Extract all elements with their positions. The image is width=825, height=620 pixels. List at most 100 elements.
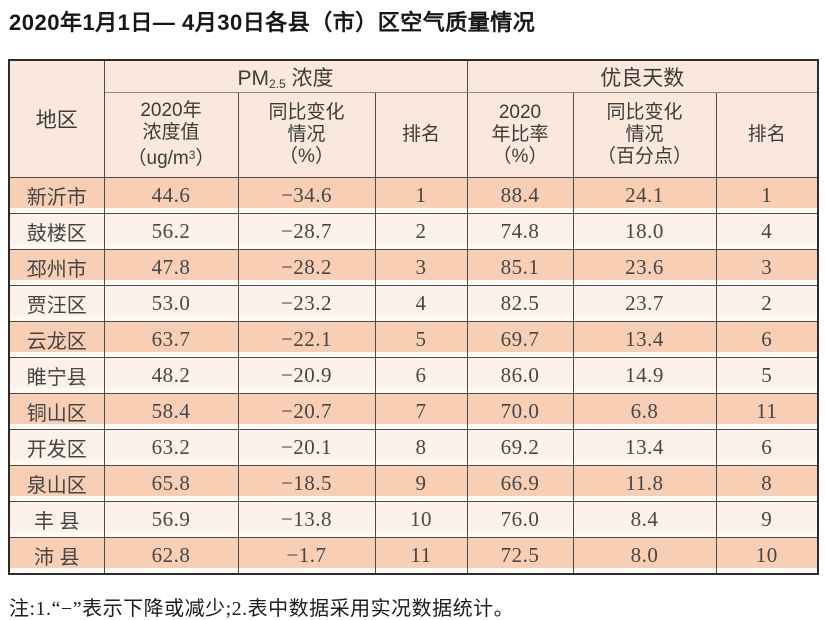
cell-good-change: 23.6 bbox=[572, 249, 717, 286]
cell-good-ratio: 72.5 bbox=[466, 537, 574, 575]
cell-good-change: 23.7 bbox=[572, 285, 717, 322]
cell-pm25-rank: 5 bbox=[374, 321, 468, 358]
cell-pm25-change: −22.1 bbox=[237, 321, 376, 358]
cell-region: 云龙区 bbox=[8, 321, 105, 358]
cell-good-change: 6.8 bbox=[572, 393, 717, 430]
cell-good-rank: 6 bbox=[715, 321, 819, 358]
cell-pm25-change: −20.7 bbox=[237, 393, 376, 430]
table-row: 新沂市 44.6 −34.6 1 88.4 24.1 1 bbox=[8, 177, 819, 214]
cell-good-ratio: 88.4 bbox=[466, 177, 574, 214]
cell-good-change: 11.8 bbox=[572, 465, 717, 502]
cell-good-ratio: 74.8 bbox=[466, 213, 574, 250]
cell-good-rank: 3 bbox=[715, 249, 819, 286]
air-quality-table: 地区 PM2.5 浓度 优良天数 2020年 浓度值 （ug/m3） 同比变化 … bbox=[8, 59, 819, 575]
cell-good-rank: 10 bbox=[715, 537, 819, 575]
table-row: 鼓楼区 56.2 −28.7 2 74.8 18.0 4 bbox=[8, 213, 819, 250]
cell-good-change: 8.4 bbox=[572, 501, 717, 538]
cell-region: 开发区 bbox=[8, 429, 105, 466]
cell-good-rank: 8 bbox=[715, 465, 819, 502]
cell-good-change: 13.4 bbox=[572, 429, 717, 466]
unit-superscript: 3 bbox=[188, 148, 196, 162]
cell-pm25-conc: 63.7 bbox=[103, 321, 239, 358]
cell-good-ratio: 69.7 bbox=[466, 321, 574, 358]
table-row: 云龙区 63.7 −22.1 5 69.7 13.4 6 bbox=[8, 321, 819, 358]
col-header-good-ratio: 2020 年比率 （%） bbox=[466, 92, 574, 178]
pm25-label-pre: PM bbox=[237, 66, 269, 90]
cell-pm25-conc: 65.8 bbox=[103, 465, 239, 502]
cell-pm25-rank: 3 bbox=[374, 249, 468, 286]
cell-pm25-conc: 53.0 bbox=[103, 285, 239, 322]
cell-region: 泉山区 bbox=[8, 465, 105, 502]
concentration-header-line1: 2020年 bbox=[140, 100, 202, 121]
header-group-row: 地区 PM2.5 浓度 优良天数 bbox=[8, 59, 819, 178]
col-group-pm25: PM2.5 浓度 bbox=[103, 59, 468, 93]
col-group-good-days: 优良天数 bbox=[466, 59, 819, 93]
cell-pm25-change: −34.6 bbox=[237, 177, 376, 214]
cell-pm25-change: −13.8 bbox=[237, 501, 376, 538]
cell-pm25-change: −28.2 bbox=[237, 249, 376, 286]
table-row: 开发区 63.2 −20.1 8 69.2 13.4 6 bbox=[8, 429, 819, 466]
cell-good-change: 24.1 bbox=[572, 177, 717, 214]
cell-pm25-conc: 56.9 bbox=[103, 501, 239, 538]
pm25-subscript: 2.5 bbox=[268, 76, 286, 91]
cell-good-rank: 4 bbox=[715, 213, 819, 250]
cell-good-ratio: 86.0 bbox=[466, 357, 574, 394]
concentration-header-line2: 浓度值 bbox=[142, 122, 200, 143]
header-sub-row: 2020年 浓度值 （ug/m3） 同比变化 情况 （%） 排名 2020 年比… bbox=[9, 92, 819, 178]
cell-region: 邳州市 bbox=[8, 249, 105, 286]
cell-pm25-change: −20.9 bbox=[237, 357, 376, 394]
cell-pm25-conc: 47.8 bbox=[103, 249, 239, 286]
cell-pm25-conc: 48.2 bbox=[103, 357, 239, 394]
table-row: 贾汪区 53.0 −23.2 4 82.5 23.7 2 bbox=[8, 285, 819, 322]
cell-region: 铜山区 bbox=[8, 393, 105, 430]
cell-pm25-conc: 56.2 bbox=[103, 213, 239, 250]
cell-good-rank: 2 bbox=[715, 285, 819, 322]
cell-good-ratio: 66.9 bbox=[466, 465, 574, 502]
cell-pm25-rank: 7 bbox=[374, 393, 468, 430]
cell-pm25-rank: 10 bbox=[374, 501, 468, 538]
cell-pm25-change: −18.5 bbox=[237, 465, 376, 502]
cell-pm25-change: −23.2 bbox=[237, 285, 376, 322]
pm25-label-post: 浓度 bbox=[285, 66, 334, 90]
cell-good-ratio: 69.2 bbox=[466, 429, 574, 466]
cell-good-rank: 9 bbox=[715, 501, 819, 538]
cell-good-change: 14.9 bbox=[572, 357, 717, 394]
table-row: 邳州市 47.8 −28.2 3 85.1 23.6 3 bbox=[8, 249, 819, 286]
cell-good-rank: 6 bbox=[715, 429, 819, 466]
col-header-concentration: 2020年 浓度值 （ug/m3） bbox=[103, 92, 239, 178]
cell-pm25-change: −20.1 bbox=[237, 429, 376, 466]
col-header-conc-change: 同比变化 情况 （%） bbox=[237, 92, 376, 178]
cell-good-ratio: 76.0 bbox=[466, 501, 574, 538]
cell-pm25-conc: 62.8 bbox=[103, 537, 239, 575]
cell-good-ratio: 85.1 bbox=[466, 249, 574, 286]
table-body: 新沂市 44.6 −34.6 1 88.4 24.1 1 鼓楼区 56.2 −2… bbox=[8, 177, 819, 575]
table-row: 睢宁县 48.2 −20.9 6 86.0 14.9 5 bbox=[8, 357, 819, 394]
col-header-region: 地区 bbox=[8, 59, 105, 178]
cell-pm25-change: −1.7 bbox=[237, 537, 376, 575]
concentration-header-unit: （ug/m3） bbox=[127, 148, 215, 169]
cell-pm25-conc: 58.4 bbox=[103, 393, 239, 430]
cell-good-rank: 11 bbox=[715, 393, 819, 430]
cell-good-change: 8.0 bbox=[572, 537, 717, 575]
table-row: 丰 县 56.9 −13.8 10 76.0 8.4 9 bbox=[8, 501, 819, 538]
cell-good-rank: 5 bbox=[715, 357, 819, 394]
col-header-good-rank: 排名 bbox=[715, 92, 819, 178]
table-row: 沛 县 62.8 −1.7 11 72.5 8.0 10 bbox=[8, 537, 819, 575]
table-row: 泉山区 65.8 −18.5 9 66.9 11.8 8 bbox=[8, 465, 819, 502]
cell-pm25-rank: 2 bbox=[374, 213, 468, 250]
cell-region: 新沂市 bbox=[8, 177, 105, 214]
cell-pm25-rank: 6 bbox=[374, 357, 468, 394]
cell-region: 沛 县 bbox=[8, 537, 105, 575]
cell-good-ratio: 82.5 bbox=[466, 285, 574, 322]
table-header: 地区 PM2.5 浓度 优良天数 2020年 浓度值 （ug/m3） 同比变化 … bbox=[8, 59, 819, 178]
cell-pm25-rank: 8 bbox=[374, 429, 468, 466]
cell-region: 贾汪区 bbox=[8, 285, 105, 322]
cell-pm25-rank: 1 bbox=[374, 177, 468, 214]
col-header-ratio-change: 同比变化 情况 （百分点） bbox=[572, 92, 717, 178]
cell-pm25-conc: 63.2 bbox=[103, 429, 239, 466]
cell-pm25-change: −28.7 bbox=[237, 213, 376, 250]
page-title: 2020年1月1日— 4月30日各县（市）区空气质量情况 bbox=[9, 10, 536, 35]
cell-region: 鼓楼区 bbox=[8, 213, 105, 250]
cell-good-rank: 1 bbox=[715, 177, 819, 214]
